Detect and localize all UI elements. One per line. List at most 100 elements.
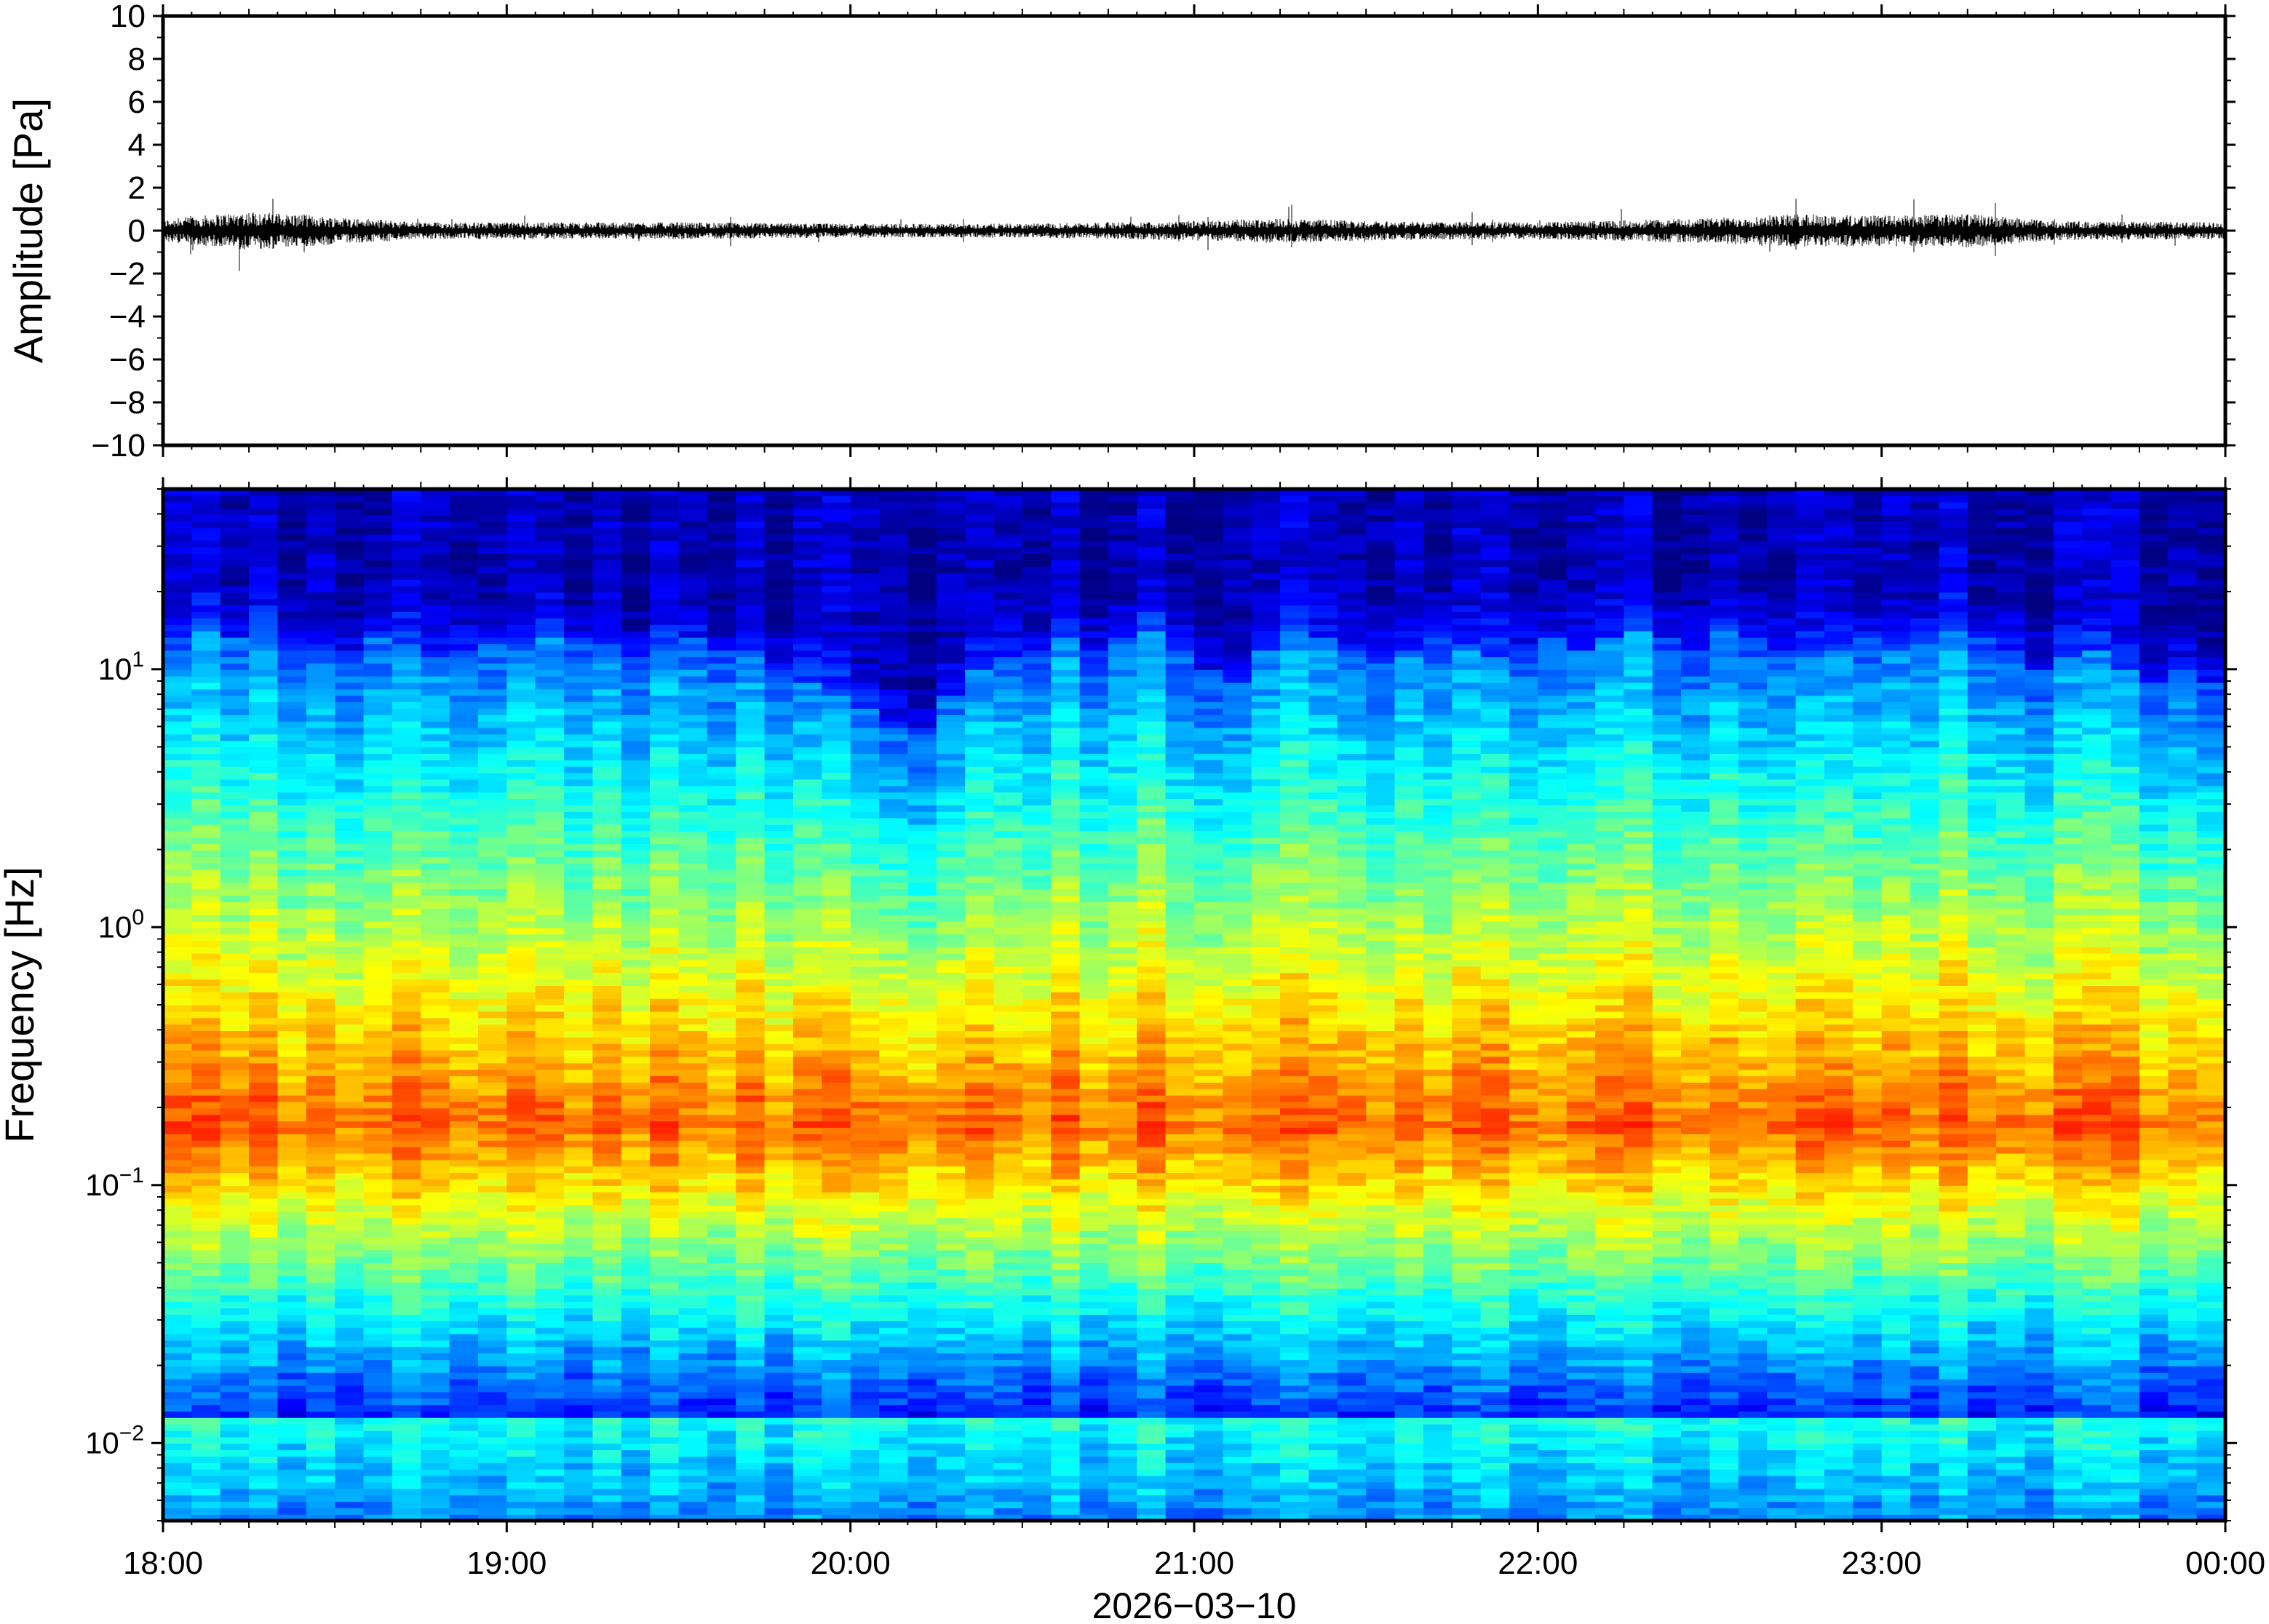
spectrogram-cell [335, 920, 365, 928]
spectrogram-cell [907, 708, 937, 715]
spectrogram-cell [965, 1121, 995, 1128]
spectrogram-cell [822, 514, 851, 522]
spectrogram-cell [678, 592, 708, 600]
spectrogram-cell [249, 960, 279, 967]
spectrogram-cell [850, 875, 880, 883]
spectrogram-cell [220, 1140, 250, 1147]
spectrogram-cell [965, 1501, 995, 1508]
spectrogram-cell [478, 1159, 507, 1167]
spectrogram-cell [792, 882, 822, 890]
spectrogram-cell [650, 1134, 680, 1141]
spectrogram-cell [736, 1321, 766, 1328]
spectrogram-cell [764, 695, 794, 703]
spectrogram-cell [478, 489, 507, 496]
spectrogram-cell [335, 592, 365, 600]
spectrogram-cell [249, 966, 279, 974]
spectrogram-cell [736, 953, 766, 960]
spectrogram-cell [220, 998, 250, 1006]
spectrogram-cell [564, 1262, 594, 1270]
spectrogram-cell [993, 624, 1023, 632]
spectrogram-cell [421, 501, 450, 509]
spectrogram-cell [592, 1011, 622, 1019]
spectrogram-cell [306, 727, 335, 735]
spectrogram-cell [277, 1366, 307, 1373]
spectrogram-cell [822, 501, 851, 509]
spectrogram-cell [592, 1353, 622, 1361]
spectrogram-cell [850, 1101, 880, 1109]
spectrogram-cell [764, 1179, 794, 1186]
spectrogram-cell [965, 695, 995, 703]
spectrogram-cell [249, 1476, 279, 1483]
spectrogram-cell [506, 914, 536, 922]
spectrogram-cell [592, 798, 622, 805]
spectrogram-cell [764, 805, 794, 812]
spectrogram-cell [936, 1062, 966, 1070]
spectrogram-cell [907, 1237, 937, 1244]
spectrogram-cell [707, 489, 736, 496]
spectrogram-cell [736, 682, 766, 690]
spectrogram-cell [993, 1095, 1023, 1102]
spectrogram-cell [792, 1334, 822, 1341]
spectrogram-cell [792, 1494, 822, 1502]
spectrogram-cell [163, 753, 192, 760]
spectrogram-cell [191, 1514, 221, 1521]
spectrogram-cell [707, 843, 736, 851]
spectrogram-cell [220, 676, 250, 683]
spectrogram-cell [678, 1224, 708, 1231]
spectrogram-cell [506, 1237, 536, 1244]
spectrogram-cell [421, 540, 450, 548]
spectrogram-cell [478, 1134, 507, 1141]
spectrogram-cell [792, 1282, 822, 1289]
spectrogram-cell [907, 1359, 937, 1366]
spectrogram-cell [421, 546, 450, 554]
spectrogram-cell [506, 843, 536, 851]
spectrogram-cell [220, 1282, 250, 1289]
spectrogram-cell [478, 1127, 507, 1134]
spectrogram-cell [478, 573, 507, 580]
spectrogram-cell [650, 920, 680, 928]
spectrogram-cell [764, 579, 794, 586]
spectrogram-cell [335, 1159, 365, 1167]
spectrogram-cell [879, 489, 908, 496]
spectrogram-cell [506, 1340, 536, 1348]
spectrogram-cell [678, 1107, 708, 1115]
spectrogram-cell [965, 1082, 995, 1089]
spectrogram-cell [592, 1404, 622, 1412]
spectrogram-cell [965, 688, 995, 696]
spectrogram-cell [392, 650, 421, 658]
spectrogram-cell [850, 701, 880, 709]
spectrogram-cell [506, 656, 536, 664]
spectrogram-cell [592, 1481, 622, 1489]
spectrogram-cell [191, 779, 221, 787]
spectrogram-cell [363, 1172, 393, 1179]
spectrogram-cell [850, 1011, 880, 1019]
spectrogram-cell [277, 998, 307, 1006]
spectrogram-cell [850, 1346, 880, 1354]
spectrogram-cell [592, 966, 622, 974]
spectrogram-cell [650, 663, 680, 670]
spectrogram-cell [621, 1301, 651, 1309]
spectrogram-cell [592, 579, 622, 586]
spectrogram-cell [621, 1327, 651, 1334]
spectrogram-cell [650, 1417, 680, 1425]
spectrogram-cell [822, 1327, 851, 1334]
spectrogram-cell [592, 992, 622, 999]
spectrogram-cell [277, 1024, 307, 1032]
spectrogram-cell [621, 1005, 651, 1012]
spectrogram-cell [163, 875, 192, 883]
spectrogram-cell [478, 643, 507, 651]
spectrogram-cell [306, 1346, 335, 1354]
spectrogram-cell [564, 1062, 594, 1070]
spectrogram-cell [792, 553, 822, 561]
spectrogram-cell [879, 669, 908, 677]
spectrogram-cell [907, 1204, 937, 1212]
spectrogram-cell [965, 824, 995, 832]
spectrogram-cell [163, 1159, 192, 1167]
spectrogram-cell [335, 1043, 365, 1051]
spectrogram-cell [850, 733, 880, 741]
spectrogram-cell [277, 1037, 307, 1044]
spectrogram-cell [277, 1159, 307, 1167]
spectrogram-cell [678, 1262, 708, 1270]
spectrogram-cell [363, 1224, 393, 1231]
spectrogram-cell [478, 676, 507, 683]
